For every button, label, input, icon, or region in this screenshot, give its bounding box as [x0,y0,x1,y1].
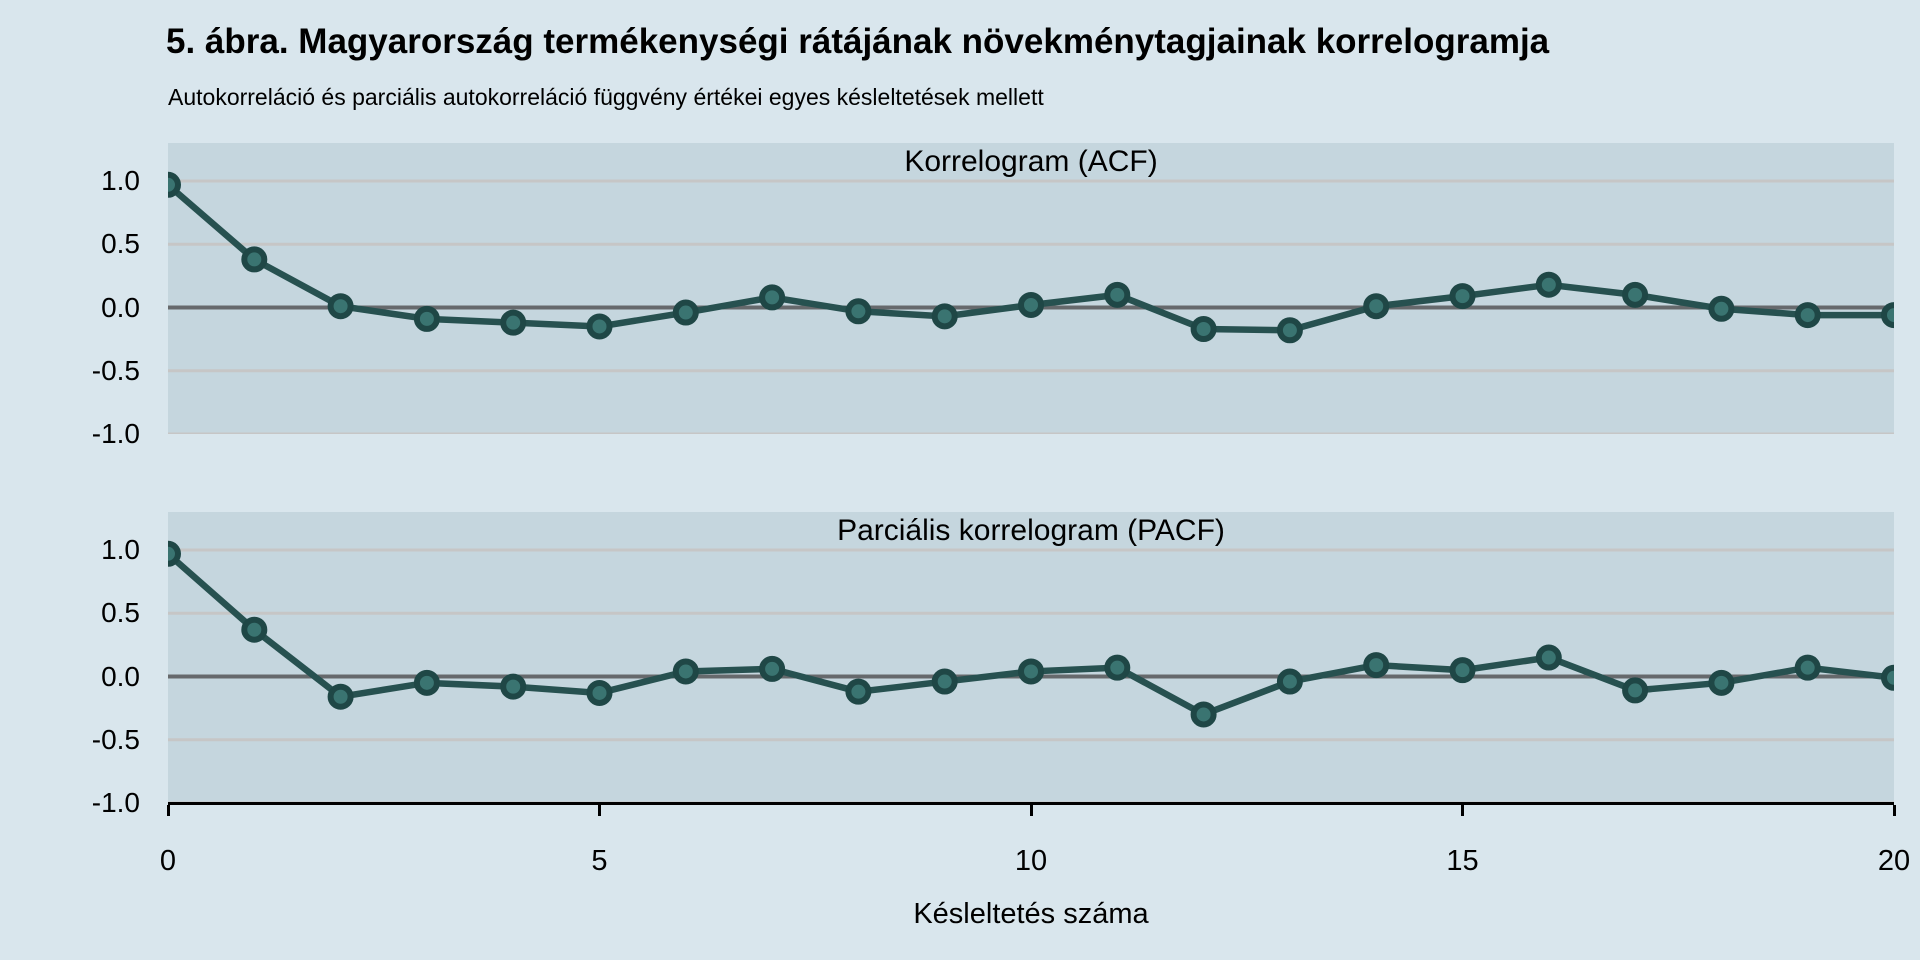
x-tick-label-20: 20 [1877,845,1911,877]
figure-title: 5. ábra. Magyarország termékenységi rátá… [166,22,1550,61]
pacf-y-tick-label: 0.0 [101,660,140,692]
acf-point-lag-20 [1881,302,1894,329]
acf-point-lag-11 [1104,281,1131,308]
pacf-point-lag-4 [500,673,527,700]
figure-subtitle: Autokorreláció és parciális autokorrelác… [168,84,1044,110]
acf-panel-title: Korrelogram (ACF) [904,145,1158,178]
acf-point-lag-6 [672,299,699,326]
acf-point-lag-8 [845,298,872,325]
pacf-point-lag-6 [672,658,699,685]
x-tick-mark-15 [1461,805,1464,816]
pacf-y-tick-label: 1.0 [101,534,140,565]
acf-y-tick-label: 1.0 [101,165,140,196]
x-tick-label-10: 10 [1014,845,1048,877]
pacf-point-lag-1 [241,616,268,643]
pacf-point-lag-15 [1449,657,1476,684]
acf-point-lag-4 [500,309,527,336]
acf-point-lag-5 [586,313,613,340]
x-axis-title: Késleltetés száma [913,898,1149,930]
pacf-point-lag-9 [931,668,958,695]
acf-point-lag-15 [1449,283,1476,310]
acf-point-lag-10 [1018,291,1044,318]
acf-point-lag-13 [1276,317,1303,344]
pacf-point-lag-5 [586,679,613,706]
acf-point-lag-7 [759,284,786,311]
acf-point-lag-9 [931,303,958,330]
x-tick-label-5: 5 [591,845,608,877]
acf-y-tick-label: 0.5 [101,228,140,260]
pacf-point-lag-16 [1535,644,1562,671]
x-tick-label-0: 0 [159,845,177,877]
acf-plot-area [168,171,1894,434]
pacf-y-tick-label: -0.5 [91,723,140,755]
x-tick-mark-20 [1892,805,1896,816]
acf-point-lag-19 [1794,302,1821,329]
pacf-point-lag-13 [1276,668,1303,695]
pacf-plot-area [168,540,1894,803]
acf-point-lag-18 [1708,295,1735,322]
acf-point-lag-2 [327,293,354,320]
pacf-point-lag-17 [1622,677,1649,704]
x-tick-mark-10 [1029,805,1033,816]
pacf-point-lag-2 [327,683,354,710]
x-tick-label-15: 15 [1446,845,1479,877]
acf-point-lag-14 [1363,293,1390,320]
pacf-point-lag-20 [1881,664,1894,691]
acf-point-lag-16 [1535,271,1562,298]
pacf-point-lag-0 [168,540,181,567]
pacf-y-tick-label: -1.0 [91,787,140,818]
pacf-y-tick-label: 0.5 [101,597,140,629]
pacf-point-lag-11 [1104,654,1131,681]
pacf-point-lag-12 [1190,701,1217,728]
acf-y-tick-label: -1.0 [91,418,140,449]
x-tick-mark-5 [598,805,601,816]
pacf-point-lag-18 [1708,669,1735,696]
pacf-point-lag-19 [1794,654,1821,681]
acf-y-axis-labels: 1.0 0.5 0.0 -0.5 -1.0 [22,143,140,449]
acf-point-lag-3 [413,305,440,332]
acf-y-tick-label: -0.5 [91,354,140,386]
pacf-y-axis-labels: 1.0 0.5 0.0 -0.5 -1.0 [22,512,140,818]
acf-point-lag-0 [168,171,181,198]
x-tick-mark-0 [166,805,170,816]
pacf-point-lag-3 [413,669,440,696]
pacf-panel-title: Parciális korrelogram (PACF) [837,514,1225,547]
acf-point-lag-1 [241,246,268,273]
pacf-point-lag-14 [1363,652,1390,679]
pacf-point-lag-7 [759,655,786,682]
acf-point-lag-17 [1622,281,1649,308]
pacf-panel: Parciális korrelogram (PACF) [168,512,1894,803]
acf-y-tick-label: 0.0 [101,291,140,323]
acf-panel: Korrelogram (ACF) [168,143,1894,434]
acf-point-lag-12 [1190,316,1217,343]
pacf-point-lag-10 [1018,658,1044,685]
pacf-point-lag-8 [845,678,872,705]
x-axis-line [168,802,1894,805]
